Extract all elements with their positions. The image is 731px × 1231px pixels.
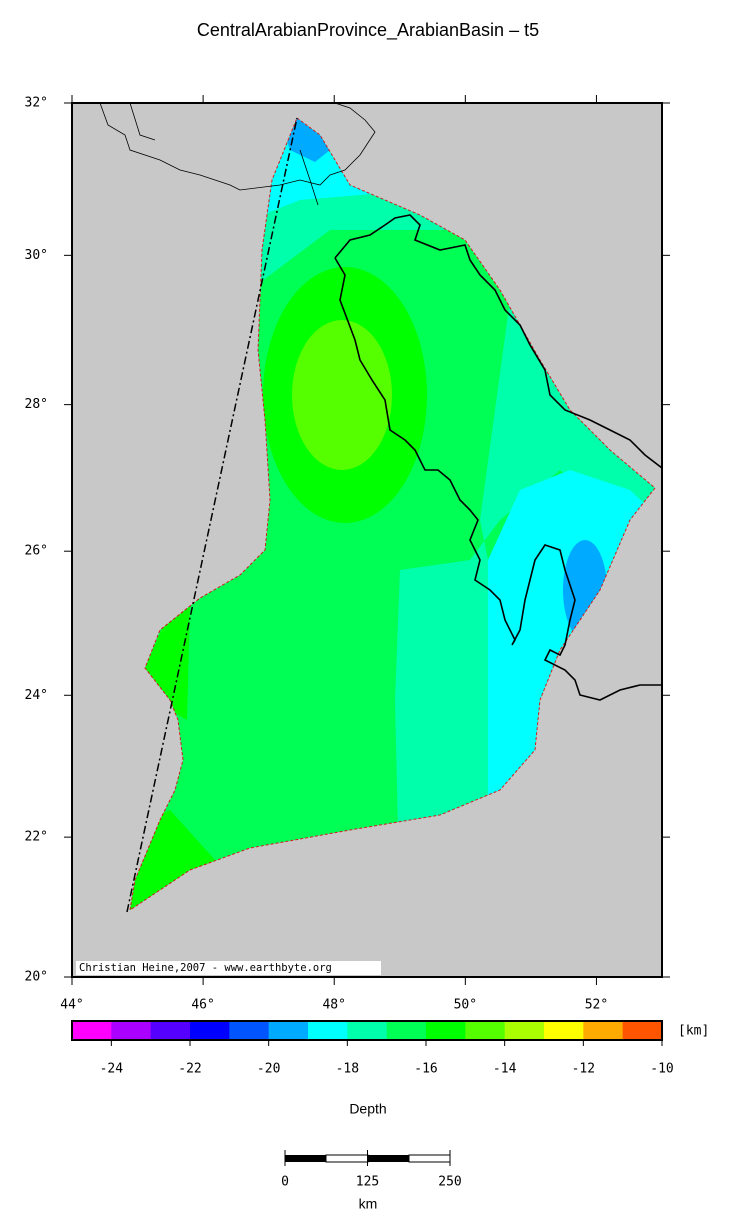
y-tick-label: 32° — [25, 96, 48, 111]
colorbar-label: Depth — [349, 1101, 386, 1117]
colorbar-swatch — [544, 1021, 584, 1040]
coastlines — [99, 102, 663, 701]
scale-tick-label: 0 — [281, 1175, 289, 1190]
y-tick-label: 28° — [25, 397, 48, 412]
colorbar-swatch — [268, 1021, 309, 1040]
x-tick-label: 46° — [191, 998, 214, 1013]
colorbar-frame — [71, 1020, 663, 1041]
colorbar-unit: [km] — [678, 1024, 709, 1039]
scale-segment — [408, 1154, 451, 1163]
x-tick-label: 48° — [322, 998, 345, 1013]
colorbar-swatch — [150, 1021, 191, 1040]
colorbar-tick-label: -16 — [414, 1062, 437, 1077]
colorbar-tick-label: -14 — [493, 1062, 517, 1077]
map-frame — [71, 102, 663, 978]
colorbar-swatch — [622, 1021, 663, 1040]
x-tick-label: 44° — [60, 998, 83, 1013]
y-tick-label: 30° — [25, 248, 48, 263]
depth-zone — [292, 320, 392, 470]
scale-tick-label: 250 — [438, 1175, 461, 1190]
colorbar-swatch — [465, 1021, 506, 1040]
colorbar-tick-label: -20 — [257, 1062, 280, 1077]
colorbar-tick-label: -22 — [178, 1062, 201, 1077]
colorbar-tick-label: -12 — [572, 1062, 595, 1077]
colorbar-swatch — [72, 1021, 112, 1040]
y-tick-label: 26° — [25, 544, 48, 559]
x-tick-label: 52° — [585, 998, 608, 1013]
colorbar-tick-label: -10 — [650, 1062, 673, 1077]
y-tick-label: 20° — [25, 970, 48, 985]
title: CentralArabianProvince_ArabianBasin – t5 — [197, 20, 539, 41]
credit: Christian Heine,2007 - www.earthbyte.org — [79, 962, 332, 974]
y-tick-label: 22° — [25, 830, 48, 845]
colorbar-tick-label: -24 — [100, 1062, 124, 1077]
colorbar-swatch — [308, 1021, 348, 1040]
colorbar-swatch — [229, 1021, 270, 1040]
colorbar-swatch — [504, 1021, 545, 1040]
scale-segment — [368, 1155, 409, 1162]
section-line — [126, 117, 298, 913]
y-tick-label: 24° — [25, 688, 48, 703]
colorbar-swatch — [347, 1021, 388, 1040]
colorbar-swatch — [426, 1021, 466, 1040]
scale-tick-label: 125 — [356, 1175, 379, 1190]
credit-box — [76, 961, 381, 975]
colorbar-swatch — [583, 1021, 624, 1040]
colorbar-swatch — [190, 1021, 230, 1040]
scale-segment — [325, 1154, 369, 1163]
colorbar-tick-label: -18 — [336, 1062, 359, 1077]
x-tick-label: 50° — [454, 998, 477, 1013]
colorbar-swatch — [111, 1021, 152, 1040]
scale-unit: km — [359, 1196, 378, 1212]
region-boundary — [129, 117, 656, 912]
colorbar-swatch — [386, 1021, 427, 1040]
scale-segment — [285, 1155, 326, 1162]
